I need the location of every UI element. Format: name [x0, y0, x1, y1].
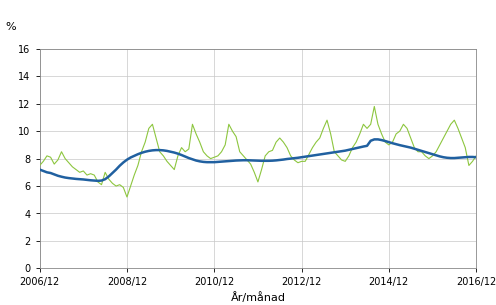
Text: %: %: [5, 22, 15, 32]
X-axis label: År/månad: År/månad: [231, 292, 285, 303]
